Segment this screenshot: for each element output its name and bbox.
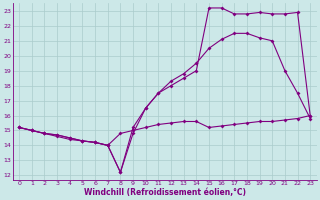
X-axis label: Windchill (Refroidissement éolien,°C): Windchill (Refroidissement éolien,°C) bbox=[84, 188, 246, 197]
